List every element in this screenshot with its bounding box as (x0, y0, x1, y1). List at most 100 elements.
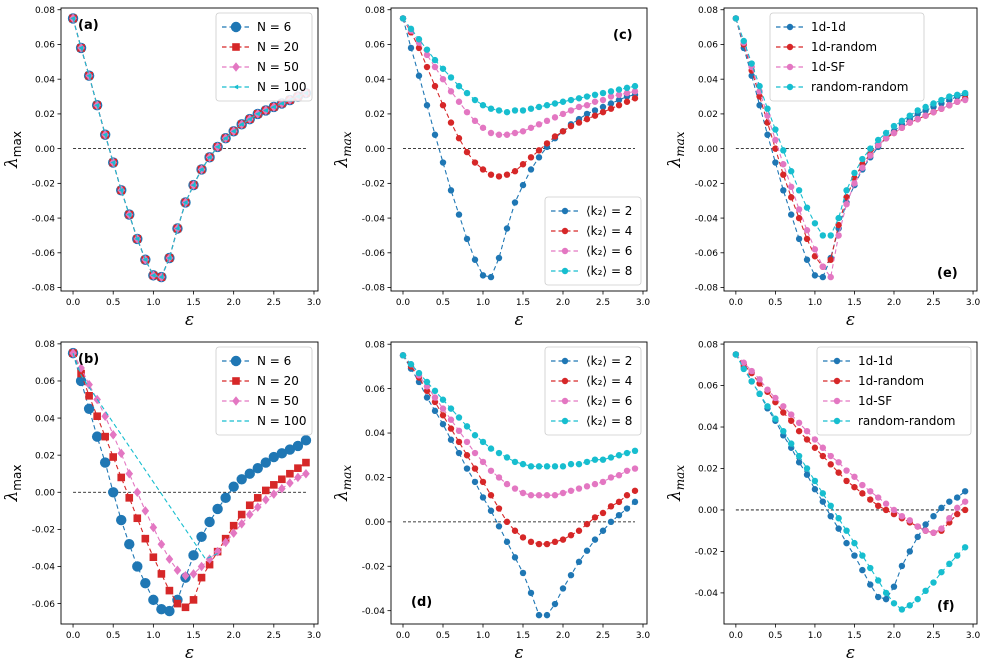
data-point (795, 206, 803, 213)
data-point (559, 110, 567, 118)
data-point (423, 387, 431, 395)
data-point (543, 140, 551, 147)
x-tick-label: 1.0 (146, 631, 161, 641)
data-point (447, 187, 455, 194)
y-tick-label: 0.08 (698, 6, 718, 16)
data-point (922, 521, 929, 528)
legend-entry: ⟨k₂⟩ = 6 (551, 244, 632, 258)
data-point (827, 512, 834, 520)
data-point (623, 84, 631, 92)
data-point (882, 129, 890, 137)
axes-frame (390, 341, 648, 625)
data-point (495, 173, 503, 180)
data-point (535, 147, 543, 154)
data-point (819, 498, 827, 505)
data-point (961, 544, 969, 551)
data-point (286, 478, 294, 488)
data-point (157, 539, 166, 549)
legend-label: ⟨k₂⟩ = 8 (586, 414, 632, 428)
data-point (764, 386, 771, 393)
data-point (882, 506, 890, 514)
legend-marker (232, 43, 240, 51)
legend-entry: ⟨k₂⟩ = 8 (551, 414, 632, 428)
data-point (599, 89, 607, 97)
data-point (455, 211, 463, 218)
data-point (914, 595, 921, 603)
data-point (874, 502, 882, 510)
data-point (455, 135, 463, 142)
axes-frame (723, 341, 978, 625)
data-point (503, 108, 511, 116)
x-tick-label: 0.0 (396, 298, 411, 308)
data-point (415, 369, 423, 377)
data-point (447, 425, 455, 432)
legend-entry: N = 6 (222, 354, 291, 368)
y-tick-label: -0.02 (362, 562, 385, 572)
data-point (803, 471, 811, 478)
y-tick-label: 0.04 (698, 423, 718, 433)
data-point (479, 272, 487, 279)
data-point (206, 154, 212, 160)
data-point (439, 396, 447, 403)
x-axis-label: ε (514, 310, 523, 330)
legend-label: N = 100 (257, 80, 307, 94)
data-point (835, 515, 842, 522)
y-tick-label: -0.06 (32, 249, 56, 259)
data-point (835, 459, 842, 466)
y-tick-label: -0.06 (362, 249, 386, 259)
data-point (278, 475, 286, 484)
data-point (890, 506, 898, 514)
data-point (954, 510, 961, 518)
y-axis-label: λmax (2, 465, 24, 503)
data-point (487, 171, 495, 178)
data-point (615, 91, 623, 99)
data-point (780, 427, 787, 435)
data-point (615, 102, 623, 109)
data-point (835, 232, 842, 239)
data-point (85, 379, 93, 390)
y-tick-label: -0.04 (362, 214, 386, 224)
data-point (882, 589, 890, 597)
data-point (165, 554, 174, 564)
data-point (156, 603, 167, 615)
data-point (551, 463, 559, 470)
data-point (631, 465, 639, 472)
data-point (495, 131, 503, 138)
legend-label: ⟨k₂⟩ = 2 (586, 204, 632, 218)
series-line (72, 352, 307, 577)
data-point (890, 129, 898, 137)
data-point (78, 45, 84, 51)
data-point (455, 449, 463, 457)
data-point (930, 529, 937, 536)
legend-entry: N = 20 (222, 374, 299, 388)
data-point (503, 480, 511, 488)
data-point (101, 411, 109, 421)
series--k2-2 (399, 15, 639, 281)
data-point (843, 467, 850, 474)
y-tick-label: 0.04 (35, 75, 55, 85)
data-point (182, 200, 188, 205)
data-point (803, 204, 811, 211)
data-point (431, 131, 439, 138)
series--k2-8 (399, 352, 639, 470)
data-point (149, 522, 158, 533)
legend-entry: N = 50 (222, 60, 299, 74)
data-point (527, 492, 535, 499)
y-tick-label: 0.06 (35, 377, 55, 387)
data-point (954, 91, 961, 99)
x-tick-label: 0.5 (436, 298, 450, 308)
data-point (487, 445, 495, 452)
data-point (431, 387, 439, 395)
data-point (867, 145, 874, 152)
data-point (882, 500, 890, 507)
data-point (399, 15, 407, 22)
data-point (527, 589, 535, 597)
legend-entry: 1d-random (823, 374, 924, 388)
data-point (463, 465, 471, 472)
legend: ⟨k₂⟩ = 2 ⟨k₂⟩ = 4 ⟨k₂⟩ = 6 ⟨k₂⟩ = 8 (544, 346, 642, 436)
legend-marker (230, 21, 242, 33)
legend-label: N = 6 (257, 354, 291, 368)
data-point (126, 212, 132, 218)
data-point (780, 161, 787, 168)
data-point (503, 538, 511, 546)
